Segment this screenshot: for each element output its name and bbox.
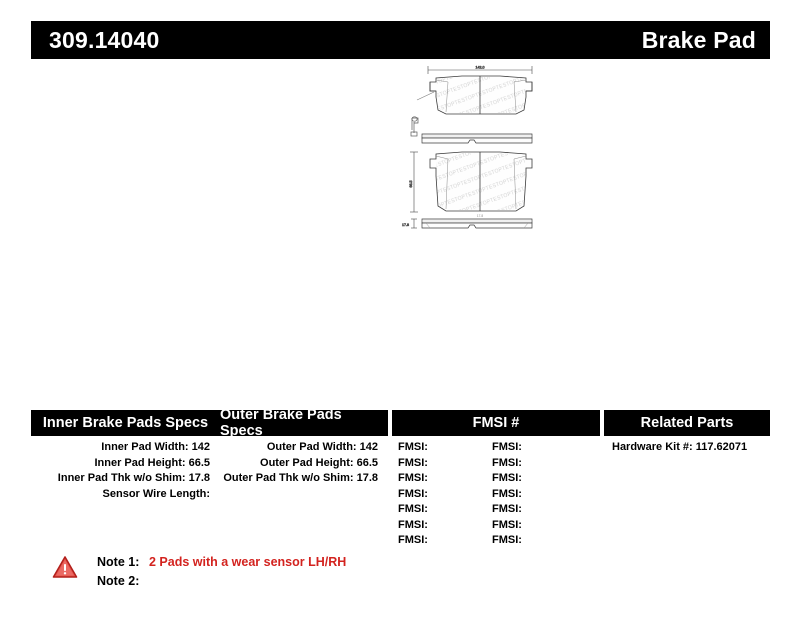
related-parts-cell: Hardware Kit #: 117.62071 xyxy=(604,440,770,549)
list-item: FMSI: xyxy=(492,472,522,484)
part-number: 309.14040 xyxy=(49,26,160,53)
list-item: Outer Pad Height: 66.5 xyxy=(260,456,378,469)
page-title: Brake Pad xyxy=(641,26,756,53)
list-item: FMSI: xyxy=(398,441,428,453)
note-2-label: Note 2: xyxy=(97,574,140,588)
list-item: FMSI: xyxy=(492,503,522,515)
column-header-inner-specs: Inner Brake Pads Specs xyxy=(31,410,220,436)
svg-text:17.8: 17.8 xyxy=(477,214,483,218)
list-item: Inner Pad Thk w/o Shim: 17.8 xyxy=(57,472,210,484)
list-item: FMSI: xyxy=(492,534,522,546)
list-item: Inner Pad Height: 66.5 xyxy=(94,456,210,469)
note-1-label: Note 1: xyxy=(97,555,140,569)
inner-specs-cell: Inner Pad Width: 142 Inner Pad Height: 6… xyxy=(31,440,220,549)
list-item: FMSI: xyxy=(398,487,428,500)
column-header-outer-specs: Outer Brake Pads Specs xyxy=(220,407,388,439)
notes-section: Note 1: 2 Pads with a wear sensor LH/RH … xyxy=(52,553,346,591)
list-item: Sensor Wire Length: xyxy=(102,487,210,500)
brake-pad-technical-drawing: STOPTECH 142.0 xyxy=(400,60,585,240)
list-item: FMSI: xyxy=(492,456,522,469)
list-item: FMSI: xyxy=(492,518,522,531)
list-item: Outer Pad Width: 142 xyxy=(266,441,378,453)
list-item: FMSI: xyxy=(492,487,522,500)
warning-triangle-icon xyxy=(52,555,78,579)
note-1-value: 2 Pads with a wear sensor LH/RH xyxy=(149,555,347,569)
list-item: Inner Pad Width: 142 xyxy=(101,441,210,453)
list-item: FMSI: xyxy=(492,441,522,453)
note-2-row: Note 2: xyxy=(97,572,346,591)
list-item: FMSI: xyxy=(398,534,428,546)
specifications-table: Inner Brake Pads Specs Outer Brake Pads … xyxy=(31,407,770,549)
fmsi-cell: FMSI: FMSI: FMSI: FMSI: FMSI: FMSI: FMSI… xyxy=(392,440,600,549)
note-1-row: Note 1: 2 Pads with a wear sensor LH/RH xyxy=(97,553,346,572)
column-header-related-parts: Related Parts xyxy=(604,410,770,436)
svg-text:142.0: 142.0 xyxy=(476,66,485,70)
notes-text-block: Note 1: 2 Pads with a wear sensor LH/RH … xyxy=(97,553,346,591)
svg-text:66.5: 66.5 xyxy=(409,181,413,188)
list-item: Hardware Kit #: 117.62071 xyxy=(612,441,748,453)
list-item: Outer Pad Thk w/o Shim: 17.8 xyxy=(223,472,378,484)
list-item: FMSI: xyxy=(398,456,428,469)
outer-specs-cell: Outer Pad Width: 142 Outer Pad Height: 6… xyxy=(220,440,388,549)
table-body-row: Inner Pad Width: 142 Inner Pad Height: 6… xyxy=(31,436,770,549)
table-header-row: Inner Brake Pads Specs Outer Brake Pads … xyxy=(31,407,770,439)
list-item: FMSI: xyxy=(398,472,428,484)
list-item: FMSI: xyxy=(398,503,428,515)
page-header-bar: 309.14040 Brake Pad xyxy=(31,21,770,59)
svg-text:17.8: 17.8 xyxy=(402,223,409,227)
column-header-fmsi: FMSI # xyxy=(392,410,600,436)
list-item: FMSI: xyxy=(398,518,428,531)
